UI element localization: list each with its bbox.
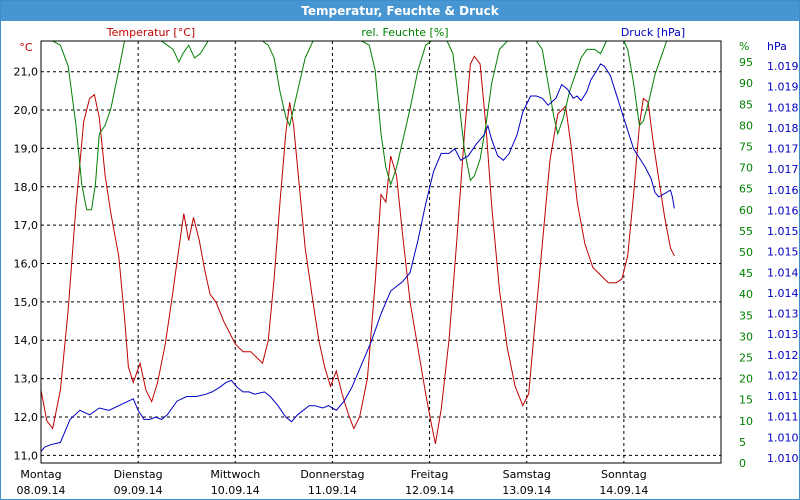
pressure-tick-label: 1.013 xyxy=(767,328,799,341)
humidity-tick-label: 15 xyxy=(739,394,753,407)
x-tick-label-day: Samstag xyxy=(503,468,551,481)
pressure-tick-label: 1.015 xyxy=(767,225,799,238)
x-tick-label-date: 09.09.14 xyxy=(114,484,163,497)
humidity-tick-label: 10 xyxy=(739,415,753,428)
pressure-tick-label: 1.012 xyxy=(767,369,799,382)
pressure-tick-label: 1.010 xyxy=(767,431,799,444)
humidity-tick-label: 25 xyxy=(739,352,753,365)
humidity-unit-label: % xyxy=(739,40,749,53)
humidity-tick-label: 70 xyxy=(739,162,753,175)
temperature-tick-label: 20,0 xyxy=(14,104,39,117)
temperature-tick-label: 14,0 xyxy=(14,334,39,347)
humidity-tick-label: 65 xyxy=(739,183,753,196)
series-label-pressure: Druck [hPa] xyxy=(621,26,685,39)
x-tick-label-day: Montag xyxy=(20,468,61,481)
pressure-tick-label: 1.011 xyxy=(767,390,799,403)
x-tick-label-day: Mittwoch xyxy=(210,468,260,481)
pressure-tick-label: 1.017 xyxy=(767,143,799,156)
humidity-tick-label: 60 xyxy=(739,204,753,217)
x-tick-label-day: Freitag xyxy=(411,468,449,481)
pressure-tick-label: 1.016 xyxy=(767,184,799,197)
pressure-tick-label: 1.019 xyxy=(767,81,799,94)
pressure-tick-label: 1.013 xyxy=(767,308,799,321)
series-line-temperature xyxy=(41,55,675,444)
humidity-tick-label: 40 xyxy=(739,288,753,301)
temperature-tick-label: 21,0 xyxy=(14,66,39,79)
series-label-humidity: rel. Feuchte [%] xyxy=(361,26,448,39)
x-tick-label-day: Dienstag xyxy=(114,468,163,481)
x-tick-label-date: 14.09.14 xyxy=(599,484,648,497)
humidity-tick-label: 50 xyxy=(739,246,753,259)
humidity-tick-label: 80 xyxy=(739,119,753,132)
series-line-pressure xyxy=(41,63,675,452)
temperature-tick-label: 12,0 xyxy=(14,411,39,424)
temperature-tick-label: 13,0 xyxy=(14,373,39,386)
pressure-tick-label: 1.011 xyxy=(767,411,799,424)
pressure-tick-label: 1.017 xyxy=(767,163,799,176)
pressure-tick-label: 1.018 xyxy=(767,122,799,135)
pressure-tick-label: 1.015 xyxy=(767,246,799,259)
humidity-tick-label: 95 xyxy=(739,56,753,69)
temperature-tick-label: 18,0 xyxy=(14,181,39,194)
temperature-tick-label: 15,0 xyxy=(14,296,39,309)
pressure-tick-label: 1.019 xyxy=(767,60,799,73)
x-tick-label-date: 12.09.14 xyxy=(405,484,454,497)
pressure-tick-label: 1.014 xyxy=(767,266,799,279)
humidity-tick-label: 30 xyxy=(739,330,753,343)
humidity-tick-label: 45 xyxy=(739,267,753,280)
pressure-unit-label: hPa xyxy=(767,40,787,53)
humidity-tick-label: 75 xyxy=(739,141,753,154)
series-label-temperature: Temperatur [°C] xyxy=(106,26,195,39)
x-tick-label-date: 11.09.14 xyxy=(308,484,357,497)
x-tick-label-date: 13.09.14 xyxy=(502,484,551,497)
humidity-tick-label: 90 xyxy=(739,77,753,90)
pressure-tick-label: 1.010 xyxy=(767,452,799,465)
humidity-tick-label: 85 xyxy=(739,98,753,111)
humidity-tick-label: 55 xyxy=(739,225,753,238)
x-tick-label-day: Donnerstag xyxy=(300,468,364,481)
humidity-tick-label: 35 xyxy=(739,309,753,322)
series-line-humidity xyxy=(41,41,675,211)
humidity-tick-label: 5 xyxy=(739,436,746,449)
temperature-unit-label: °C xyxy=(19,41,33,54)
humidity-tick-label: 0 xyxy=(739,457,746,470)
pressure-tick-label: 1.014 xyxy=(767,287,799,300)
temperature-tick-label: 19,0 xyxy=(14,142,39,155)
temperature-tick-label: 17,0 xyxy=(14,219,39,232)
pressure-tick-label: 1.016 xyxy=(767,204,799,217)
humidity-tick-label: 20 xyxy=(739,373,753,386)
temperature-tick-label: 11,0 xyxy=(14,449,39,462)
x-tick-label-date: 10.09.14 xyxy=(211,484,260,497)
temperature-tick-label: 16,0 xyxy=(14,258,39,271)
plot-border xyxy=(40,40,722,464)
x-tick-label-day: Sonntag xyxy=(601,468,647,481)
x-tick-label-date: 08.09.14 xyxy=(17,484,66,497)
pressure-tick-label: 1.018 xyxy=(767,101,799,114)
chart-title: Temperatur, Feuchte & Druck xyxy=(1,1,799,21)
pressure-tick-label: 1.012 xyxy=(767,349,799,362)
